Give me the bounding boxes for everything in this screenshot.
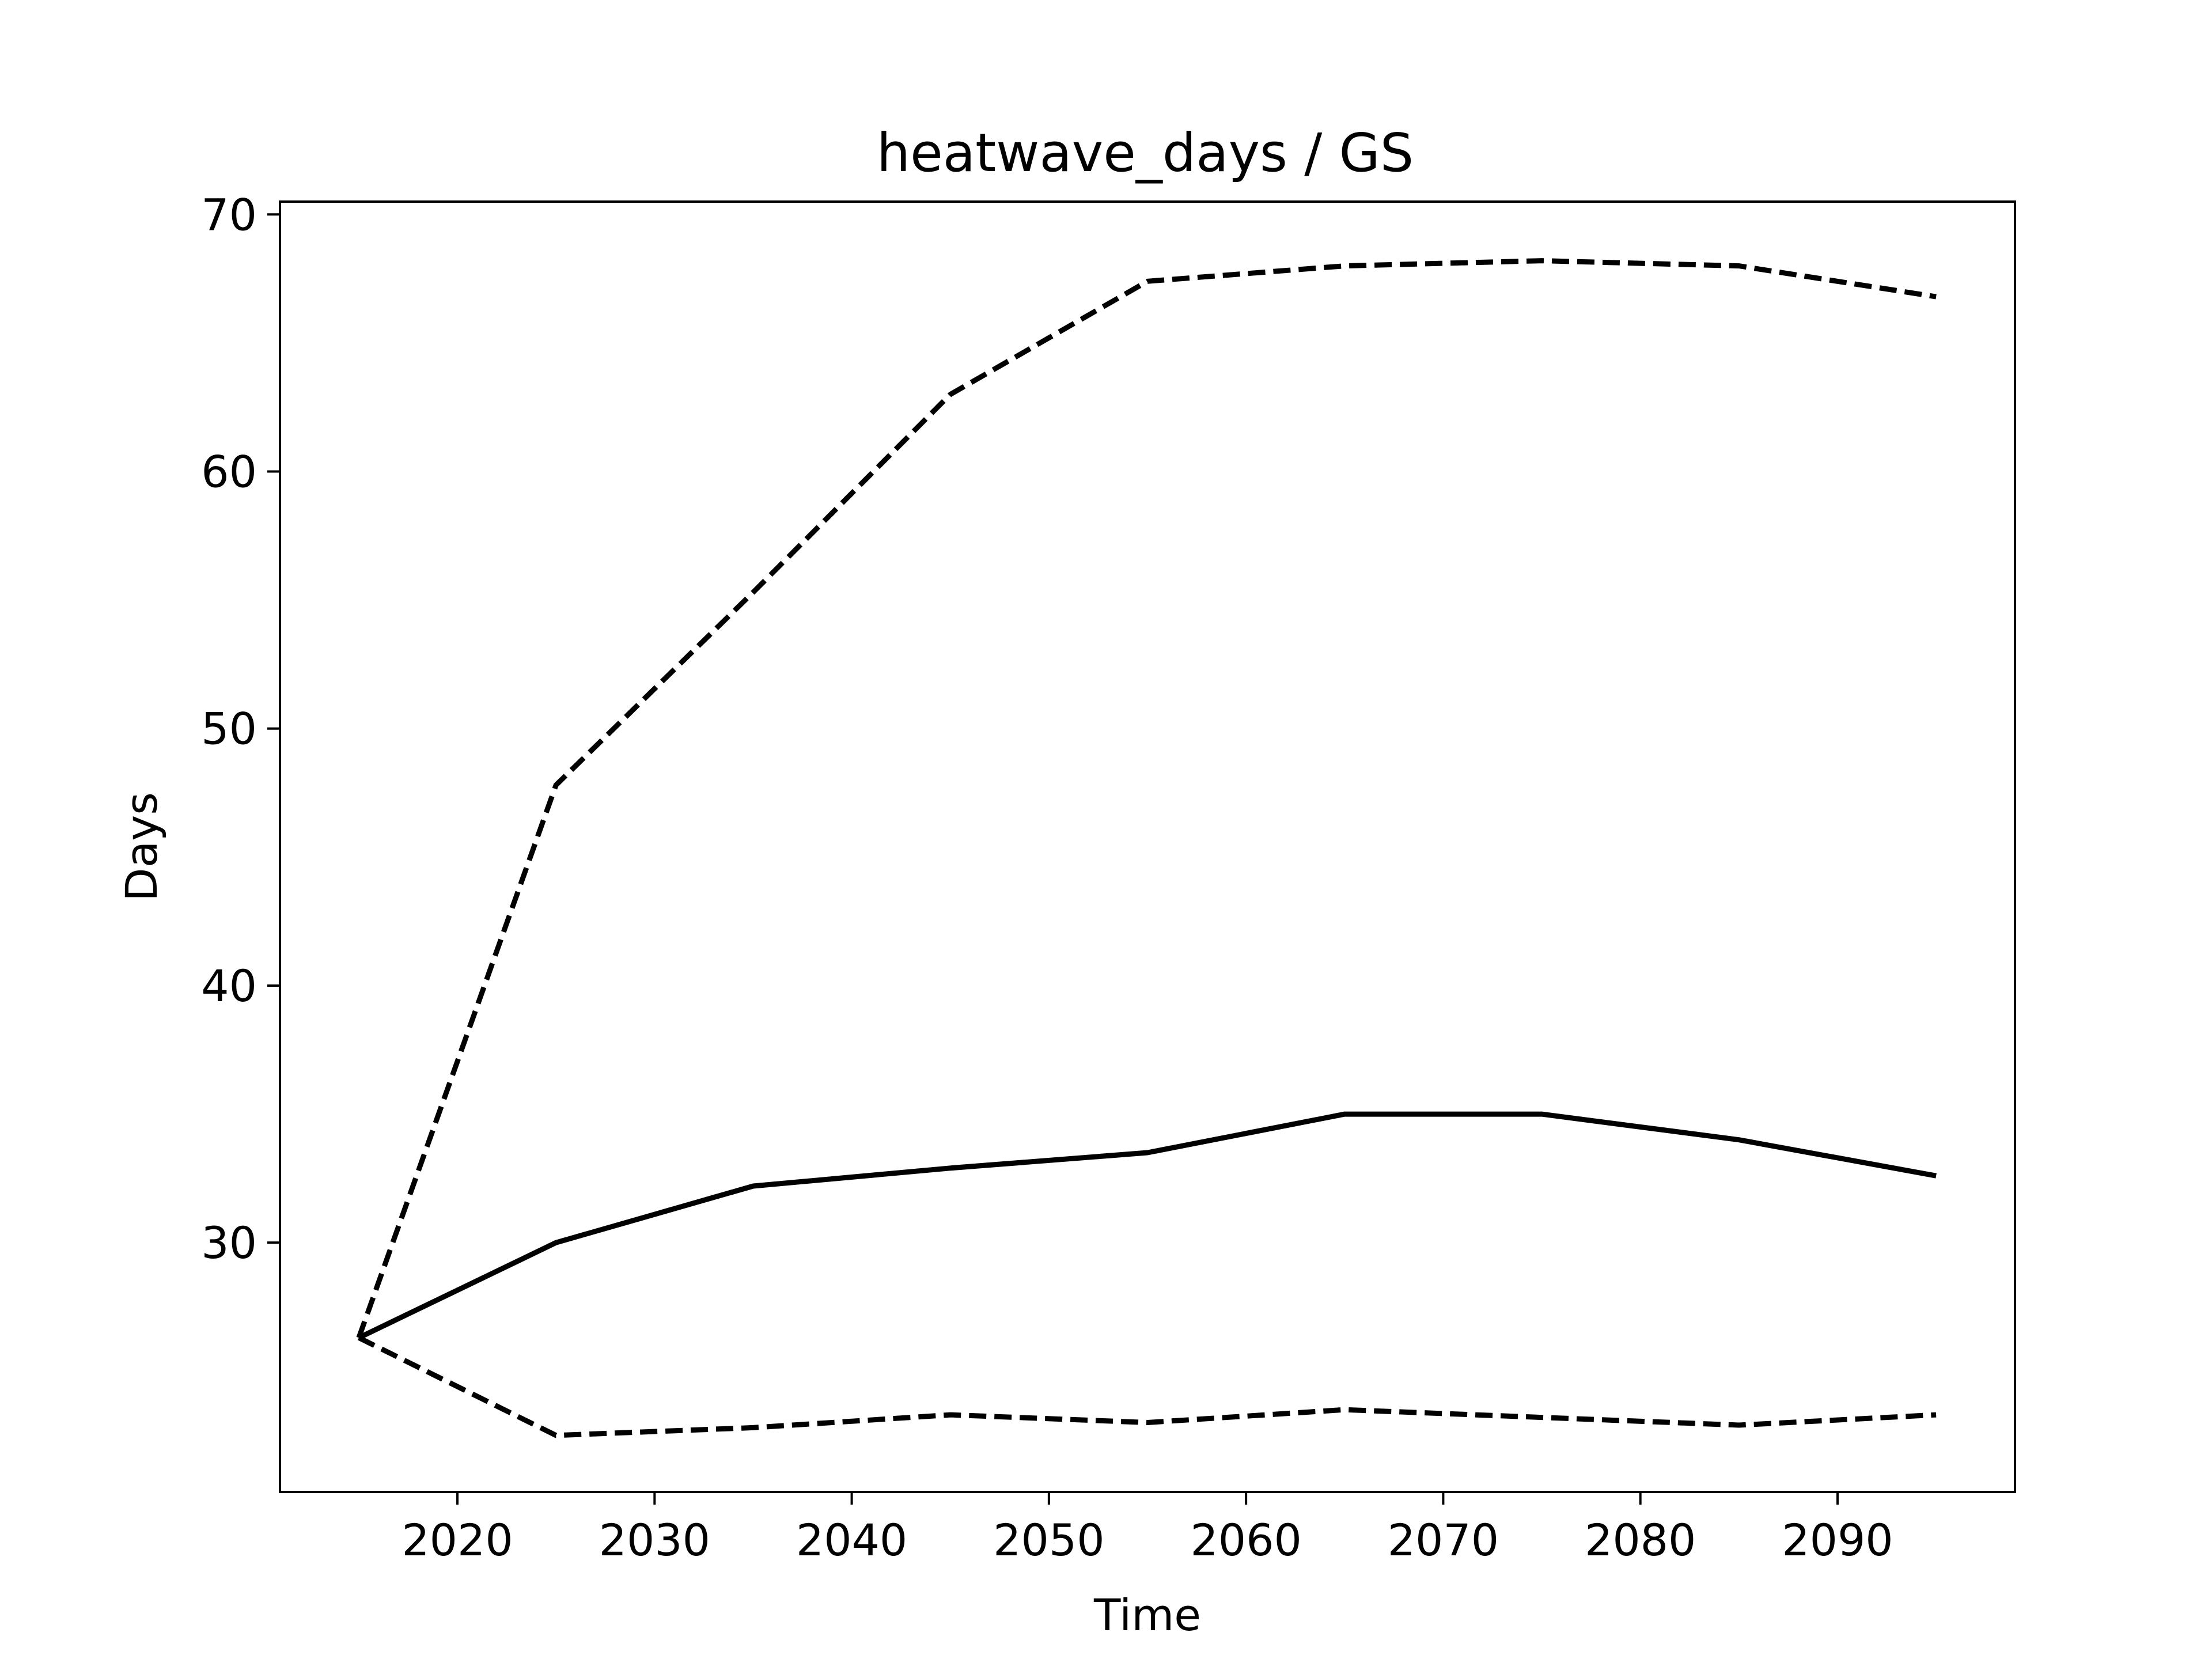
series-layer <box>356 258 1937 1438</box>
y-axis: 30 40 50 60 70 <box>201 189 280 1268</box>
series-line-median <box>357 1111 1937 1340</box>
x-axis-label: Time <box>1093 1589 1201 1641</box>
y-tick-label: 50 <box>201 703 257 755</box>
chart-title: heatwave_days / GS <box>877 122 1414 184</box>
x-tick-label: 2070 <box>1388 1514 1499 1566</box>
y-tick-label: 30 <box>201 1217 257 1268</box>
x-tick-label: 2090 <box>1782 1514 1893 1566</box>
x-tick-label: 2040 <box>796 1514 907 1566</box>
y-tick-label: 40 <box>201 960 257 1012</box>
x-tick-label: 2020 <box>402 1514 513 1566</box>
series-line-lower <box>357 1335 1937 1438</box>
x-tick-label: 2050 <box>993 1514 1104 1566</box>
plot-area-frame <box>279 200 2016 1493</box>
y-tick-label: 60 <box>201 446 257 498</box>
x-axis: 2020 2030 2040 2050 2060 2070 2080 2090 <box>402 1492 1893 1566</box>
x-tick-label: 2030 <box>599 1514 710 1566</box>
y-axis-label: Days <box>116 792 167 902</box>
x-tick-label: 2060 <box>1190 1514 1301 1566</box>
y-tick-label: 70 <box>201 189 257 240</box>
series-line-upper <box>356 258 1937 1339</box>
x-tick-label: 2080 <box>1585 1514 1696 1566</box>
